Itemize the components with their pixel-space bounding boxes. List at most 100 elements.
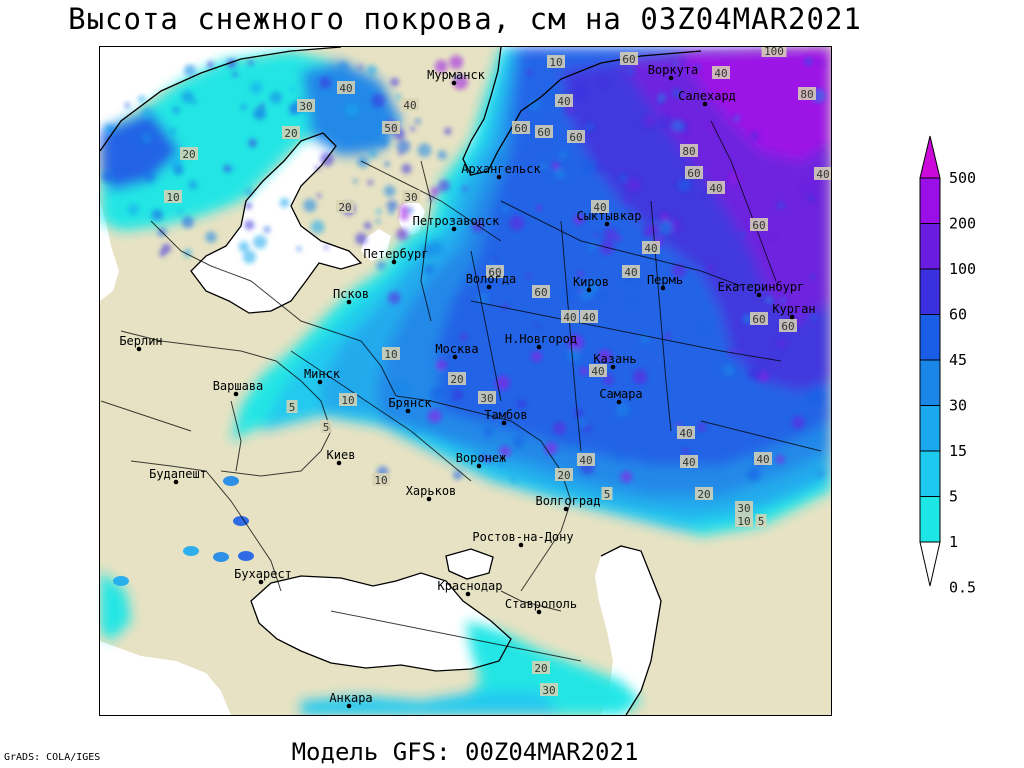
contour-label: 40 <box>401 98 419 112</box>
svg-text:10: 10 <box>341 394 354 407</box>
map-title: Высота снежного покрова, см на 03Z04MAR2… <box>68 2 862 36</box>
contour-label: 10 <box>547 55 565 69</box>
svg-text:80: 80 <box>682 145 695 158</box>
svg-text:40: 40 <box>582 311 595 324</box>
contour-label: 60 <box>750 218 768 232</box>
legend-label: 60 <box>949 306 967 324</box>
contour-label: 30 <box>478 391 496 405</box>
city-name: Казань <box>593 352 636 366</box>
contour-label: 40 <box>712 66 730 80</box>
legend-swatch <box>919 496 941 543</box>
city-marker: Варшава <box>213 379 263 397</box>
snow-depth-map: 10 60 100 40 80 40 40 50 30 20 40 60 60 60 80 60 40 40 20 1… <box>100 47 831 715</box>
svg-text:30: 30 <box>542 684 555 697</box>
contour-label: 20 <box>282 126 300 140</box>
city-name: Псков <box>333 287 369 301</box>
contour-label: 60 <box>620 52 638 66</box>
svg-text:60: 60 <box>534 286 547 299</box>
svg-text:60: 60 <box>752 313 765 326</box>
city-name: Пермь <box>647 273 683 287</box>
svg-text:40: 40 <box>403 99 416 112</box>
legend-label: 1 <box>949 533 958 551</box>
contour-label: 40 <box>337 81 355 95</box>
city-name: Воркута <box>648 63 699 77</box>
legend-swatch <box>919 314 941 361</box>
city-name: Самара <box>599 387 642 401</box>
city-marker: Псков <box>333 287 369 305</box>
city-name: Киев <box>327 448 356 462</box>
city-marker: Мурманск <box>427 68 486 86</box>
contour-label: 100 <box>761 47 787 58</box>
city-marker: Курган <box>772 302 816 320</box>
legend-top-arrow <box>919 135 941 179</box>
svg-text:40: 40 <box>756 453 769 466</box>
city-marker: Архангельск <box>461 162 542 180</box>
svg-text:20: 20 <box>284 127 297 140</box>
contour-label: 40 <box>591 200 609 214</box>
contour-label: 40 <box>577 453 595 467</box>
contour-label: 20 <box>532 661 550 675</box>
city-name: Вологда <box>466 272 517 286</box>
city-name: Ставрополь <box>505 597 577 611</box>
legend-label: 200 <box>949 215 976 233</box>
contour-label: 5 <box>755 514 767 528</box>
svg-text:20: 20 <box>557 469 570 482</box>
city-name: Екатеринбург <box>718 280 805 294</box>
contour-label: 40 <box>580 310 598 324</box>
city-marker: Ставрополь <box>505 597 577 615</box>
svg-text:40: 40 <box>557 95 570 108</box>
city-name: Воронеж <box>456 451 507 465</box>
svg-text:40: 40 <box>714 67 727 80</box>
contour-label: 80 <box>798 87 816 101</box>
svg-text:30: 30 <box>737 502 750 515</box>
contour-label: 5 <box>601 487 613 501</box>
svg-text:10: 10 <box>374 474 387 487</box>
contour-label: 30 <box>402 190 420 204</box>
contour-label: 10 <box>164 190 182 204</box>
contour-label: 40 <box>555 94 573 108</box>
svg-text:20: 20 <box>338 201 351 214</box>
contour-label: 80 <box>680 144 698 158</box>
legend-label: 15 <box>949 442 967 460</box>
city-marker: Берлин <box>119 334 163 352</box>
city-name: Салехард <box>678 89 736 103</box>
city-name: Брянск <box>388 396 432 410</box>
city-marker: Тамбов <box>484 408 528 426</box>
city-markers: Мурманск Воркута Салехард Архангельск Сыктыв… <box>119 63 816 709</box>
color-legend: 500 200 100 60 45 30 15 5 1 0.5 <box>919 135 976 597</box>
svg-text:20: 20 <box>182 148 195 161</box>
city-name: Харьков <box>406 484 457 498</box>
country-borders <box>100 47 822 715</box>
legend-label: 45 <box>949 351 967 369</box>
contour-label: 20 <box>555 468 573 482</box>
svg-text:5: 5 <box>289 401 296 414</box>
contour-label: 20 <box>336 200 354 214</box>
city-name: Волгоград <box>535 494 600 508</box>
city-name: Сыктывкар <box>576 209 641 223</box>
city-marker: Сыктывкар <box>576 209 642 227</box>
city-name: Будапешт <box>149 467 207 481</box>
svg-text:60: 60 <box>488 266 501 279</box>
contour-label: 40 <box>680 455 698 469</box>
city-name: Берлин <box>119 334 162 348</box>
svg-text:30: 30 <box>480 392 493 405</box>
contour-label: 60 <box>535 125 553 139</box>
legend-label: 30 <box>949 397 967 415</box>
contour-label: 40 <box>814 167 831 181</box>
city-marker: Пермь <box>647 273 683 291</box>
grads-credit: GrADS: COLA/IGES <box>4 752 101 763</box>
legend-label: 100 <box>949 260 976 278</box>
svg-text:5: 5 <box>604 488 611 501</box>
city-marker: Салехард <box>678 89 736 107</box>
contour-label: 20 <box>180 147 198 161</box>
city-marker: Будапешт <box>149 467 207 485</box>
model-subtitle: Модель GFS: 00Z04MAR2021 <box>291 738 639 766</box>
city-marker: Воркута <box>648 63 699 81</box>
svg-text:100: 100 <box>764 47 784 58</box>
svg-text:40: 40 <box>644 242 657 255</box>
city-marker: Брянск <box>388 396 432 414</box>
city-marker: Бухарест <box>234 567 292 585</box>
legend-swatch <box>919 268 941 315</box>
city-marker: Воронеж <box>456 451 507 469</box>
legend-label: 0.5 <box>949 579 976 597</box>
